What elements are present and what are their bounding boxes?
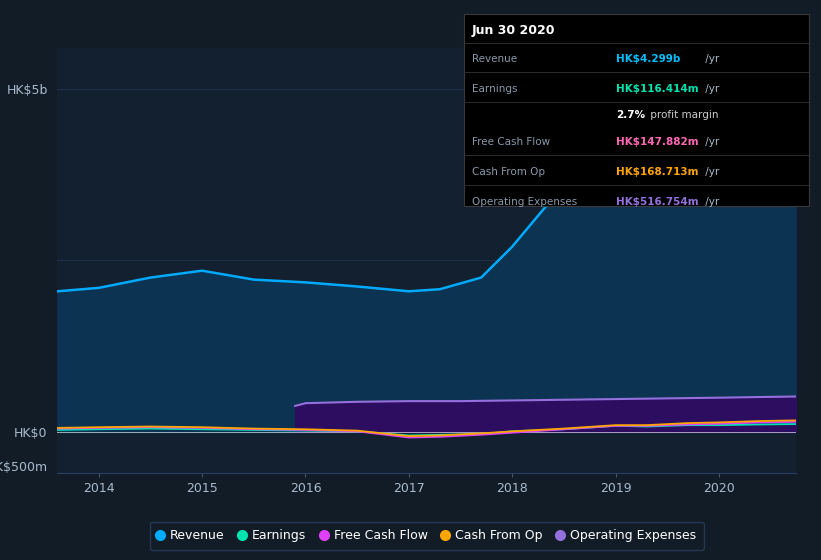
- Text: Free Cash Flow: Free Cash Flow: [472, 137, 550, 147]
- Text: /yr: /yr: [702, 167, 719, 178]
- Text: Revenue: Revenue: [472, 54, 517, 64]
- Text: HK$147.882m: HK$147.882m: [616, 137, 699, 147]
- Text: /yr: /yr: [702, 198, 719, 208]
- Text: /yr: /yr: [702, 84, 719, 94]
- Text: HK$116.414m: HK$116.414m: [616, 84, 699, 94]
- Text: HK$168.713m: HK$168.713m: [616, 167, 698, 178]
- Text: Jun 30 2020: Jun 30 2020: [472, 24, 556, 38]
- Text: profit margin: profit margin: [647, 110, 718, 120]
- Text: /yr: /yr: [702, 54, 719, 64]
- Text: HK$4.299b: HK$4.299b: [616, 54, 680, 64]
- Legend: Revenue, Earnings, Free Cash Flow, Cash From Op, Operating Expenses: Revenue, Earnings, Free Cash Flow, Cash …: [150, 522, 704, 550]
- Text: 2.7%: 2.7%: [616, 110, 644, 120]
- Text: HK$516.754m: HK$516.754m: [616, 198, 699, 208]
- Text: Cash From Op: Cash From Op: [472, 167, 545, 178]
- Text: Operating Expenses: Operating Expenses: [472, 198, 577, 208]
- Text: Earnings: Earnings: [472, 84, 517, 94]
- Text: /yr: /yr: [702, 137, 719, 147]
